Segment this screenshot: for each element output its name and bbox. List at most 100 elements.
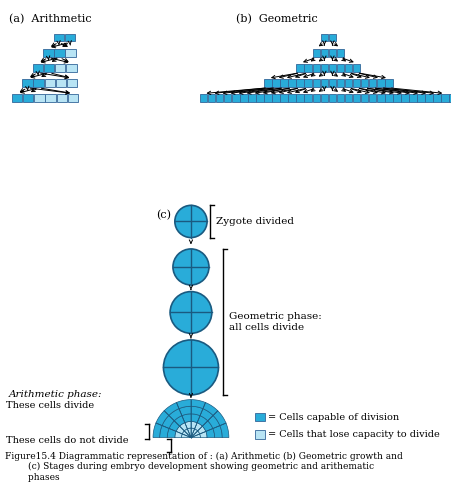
Circle shape [170, 291, 212, 333]
Bar [385, 94, 392, 102]
Bar [361, 94, 368, 102]
Bar [328, 34, 336, 41]
Polygon shape [191, 414, 200, 423]
Polygon shape [191, 406, 203, 416]
Bar [264, 79, 272, 87]
Bar [304, 79, 312, 87]
Text: These cells do not divide: These cells do not divide [6, 436, 128, 445]
Polygon shape [164, 403, 179, 415]
Polygon shape [191, 428, 195, 438]
Bar [320, 49, 328, 57]
Polygon shape [195, 423, 202, 431]
Bar [248, 94, 255, 102]
Bar [312, 64, 320, 72]
Polygon shape [187, 428, 191, 438]
Bar [296, 79, 304, 87]
Text: Figure15.4 Diagrammatic representation of : (a) Arithmetic (b) Geometric growth : Figure15.4 Diagrammatic representation o… [5, 452, 402, 482]
Bar [34, 94, 45, 102]
Polygon shape [169, 408, 182, 421]
Polygon shape [156, 411, 169, 425]
Polygon shape [174, 416, 185, 426]
Polygon shape [203, 403, 218, 415]
Polygon shape [200, 431, 207, 438]
Bar [34, 79, 44, 87]
Circle shape [164, 340, 219, 395]
Bar [425, 94, 433, 102]
Polygon shape [176, 400, 191, 408]
Polygon shape [182, 434, 191, 438]
Bar [401, 94, 409, 102]
Polygon shape [185, 422, 191, 429]
Bar [337, 49, 344, 57]
Polygon shape [200, 408, 213, 421]
Polygon shape [220, 423, 229, 438]
Bar [328, 79, 336, 87]
Text: Zygote divided: Zygote divided [216, 217, 293, 226]
Bar [33, 64, 43, 72]
Text: = Cells that lose capacity to divide: = Cells that lose capacity to divide [268, 430, 439, 439]
Bar [200, 94, 207, 102]
Polygon shape [213, 411, 226, 425]
Bar [288, 94, 296, 102]
Bar [67, 79, 77, 87]
Polygon shape [191, 422, 197, 429]
Bar [377, 79, 384, 87]
Text: Arithmetic phase:: Arithmetic phase: [9, 390, 102, 399]
Bar [328, 94, 336, 102]
Polygon shape [176, 426, 184, 434]
Polygon shape [202, 421, 213, 431]
Text: (c): (c) [156, 211, 171, 221]
Polygon shape [191, 431, 200, 438]
Bar [272, 79, 280, 87]
Bar [320, 79, 328, 87]
Bar [66, 64, 77, 72]
Bar [345, 64, 352, 72]
Bar [304, 94, 312, 102]
Bar [22, 79, 33, 87]
Text: These cells divide: These cells divide [6, 401, 94, 410]
Bar [46, 94, 56, 102]
Polygon shape [160, 425, 169, 438]
Bar [216, 94, 223, 102]
Bar [23, 94, 34, 102]
Bar [320, 34, 328, 41]
Text: Geometric phase:
all cells divide: Geometric phase: all cells divide [229, 312, 322, 332]
Bar [369, 94, 376, 102]
Bar [337, 94, 344, 102]
Bar [296, 94, 304, 102]
Bar [417, 94, 425, 102]
Bar [369, 79, 376, 87]
Polygon shape [175, 431, 182, 438]
Bar [337, 64, 344, 72]
Polygon shape [197, 416, 208, 426]
Bar [328, 64, 336, 72]
Bar [353, 79, 360, 87]
Polygon shape [180, 423, 187, 431]
Bar [377, 94, 384, 102]
Polygon shape [167, 428, 176, 438]
Bar [55, 64, 65, 72]
Bar [240, 94, 247, 102]
Bar [288, 79, 296, 87]
Bar [54, 34, 64, 41]
Bar [55, 49, 65, 57]
Bar [312, 79, 320, 87]
Polygon shape [213, 425, 222, 438]
Bar [65, 34, 75, 41]
Bar [280, 94, 288, 102]
Polygon shape [206, 428, 215, 438]
Polygon shape [182, 431, 191, 438]
Bar [320, 64, 328, 72]
Bar [56, 94, 67, 102]
Bar [208, 94, 215, 102]
Polygon shape [169, 421, 180, 431]
Bar [264, 94, 272, 102]
Bar [224, 94, 231, 102]
Bar [433, 94, 441, 102]
Circle shape [175, 205, 207, 238]
Bar [361, 79, 368, 87]
Polygon shape [153, 423, 162, 438]
Polygon shape [191, 434, 201, 438]
Bar [393, 94, 401, 102]
Bar [320, 94, 328, 102]
